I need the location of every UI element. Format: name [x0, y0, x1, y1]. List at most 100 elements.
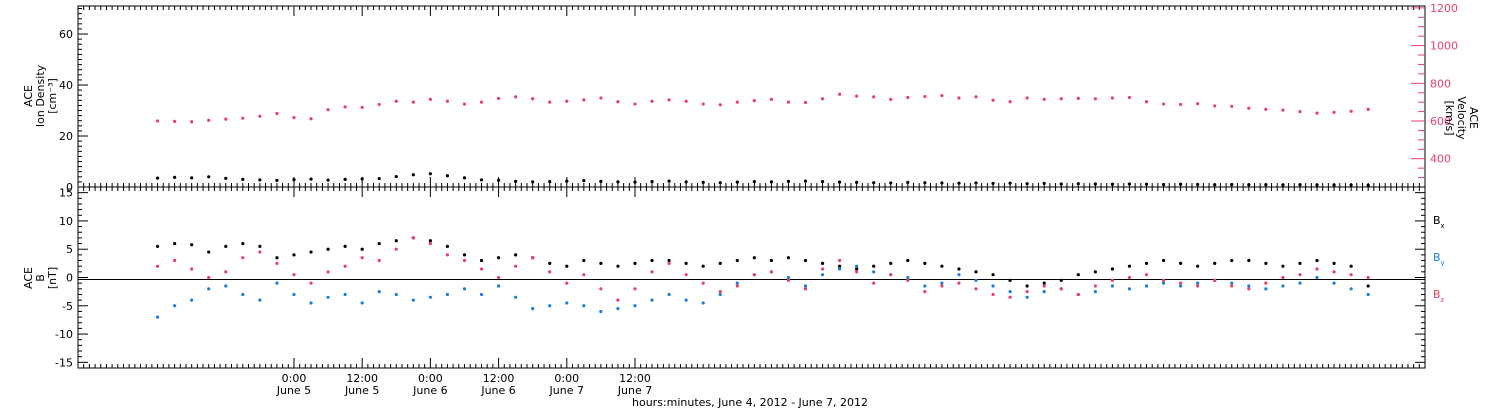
- bz-point: [514, 264, 518, 268]
- bz-point: [1059, 287, 1063, 291]
- velocity-point: [224, 117, 228, 121]
- velocity-point: [735, 100, 739, 104]
- by-point: [650, 298, 654, 302]
- velocity-ylabel-line-2: Velocity: [1455, 96, 1468, 140]
- bz-point: [1127, 275, 1132, 280]
- top-panel-frame: [77, 5, 1426, 188]
- x-tick-time-label: 0:00: [554, 372, 579, 385]
- velocity-point: [548, 100, 552, 104]
- velocity-point: [428, 97, 432, 101]
- velocity-point: [514, 95, 518, 99]
- density-point: [1315, 183, 1319, 187]
- density-point: [1093, 182, 1097, 186]
- density-point: [906, 180, 910, 185]
- x-axis-title: hours:minutes, June 4, 2012 - June 7, 20…: [632, 396, 868, 409]
- by-point: [241, 292, 245, 297]
- by-point: [173, 304, 177, 308]
- bx-point: [633, 261, 637, 265]
- bz-point: [837, 258, 842, 263]
- bz-point: [224, 270, 228, 274]
- bx-point: [1025, 284, 1029, 288]
- by-point: [616, 307, 620, 311]
- velocity-ylabel-line-1: ACE: [1467, 107, 1480, 129]
- bx-point: [445, 244, 450, 248]
- velocity-point: [803, 100, 808, 105]
- bx-point: [616, 264, 620, 268]
- bx-point: [1076, 273, 1080, 277]
- density-point: [1230, 182, 1234, 187]
- bz-point: [531, 256, 535, 260]
- bx-point: [735, 258, 739, 263]
- bz-point: [1025, 290, 1029, 294]
- bx-point: [1093, 270, 1097, 274]
- bz-point: [428, 241, 432, 246]
- velocity-point: [1264, 107, 1268, 111]
- x-tick-date-label: June 6: [480, 384, 515, 397]
- velocity-point: [1247, 106, 1251, 110]
- velocity-point: [889, 97, 893, 101]
- velocity-point: [1008, 100, 1012, 104]
- legend-bx: Bx: [1433, 214, 1445, 230]
- by-point: [1315, 275, 1319, 280]
- by-point: [803, 284, 808, 288]
- x-tick-time-label: 0:00: [418, 372, 443, 385]
- velocity-point: [1042, 97, 1046, 101]
- bz-point: [1093, 284, 1097, 288]
- by-point: [207, 287, 211, 291]
- velocity-point: [718, 103, 722, 107]
- bx-point: [1366, 284, 1370, 288]
- density-point: [496, 178, 501, 182]
- bx-point: [207, 250, 211, 254]
- by-point: [633, 304, 637, 308]
- density-point: [1179, 182, 1183, 186]
- density-point: [258, 178, 262, 182]
- bz-point: [360, 256, 364, 260]
- b-y-tick-label: 10: [59, 215, 73, 228]
- bz-point: [803, 287, 808, 291]
- by-point: [837, 267, 842, 271]
- bx-point: [326, 247, 330, 251]
- velocity-point: [207, 118, 211, 122]
- x-tick-date-label: June 5: [344, 384, 379, 397]
- density-point: [684, 180, 688, 184]
- density-point: [394, 174, 398, 179]
- by-point: [718, 292, 722, 297]
- bx-point: [837, 264, 842, 268]
- bx-point: [1008, 278, 1012, 282]
- by-point: [1110, 284, 1115, 288]
- density-point: [462, 176, 467, 180]
- density-point: [769, 180, 773, 184]
- by-point: [940, 281, 944, 285]
- bz-point: [343, 264, 347, 268]
- velocity-point: [309, 117, 313, 121]
- bz-point: [445, 253, 450, 257]
- density-point: [1144, 182, 1149, 186]
- bz-point: [599, 287, 603, 291]
- b-y-tick-label: 15: [59, 187, 73, 200]
- density-point: [275, 178, 279, 182]
- bx-point: [1110, 267, 1115, 271]
- density-point: [923, 181, 927, 185]
- velocity-point: [326, 108, 330, 112]
- by-point: [309, 301, 313, 305]
- density-point: [616, 180, 620, 184]
- legend-bz: Bz: [1433, 288, 1445, 304]
- bx-point: [872, 264, 876, 268]
- density-point: [837, 180, 842, 184]
- bz-point: [190, 267, 194, 271]
- density-point: [1042, 181, 1046, 186]
- bx-point: [173, 241, 177, 246]
- bx-point: [1332, 261, 1336, 265]
- velocity-point: [957, 96, 961, 100]
- bz-point: [1332, 270, 1336, 274]
- b-ylabel-line-2: B: [34, 274, 47, 282]
- density-point: [582, 179, 586, 183]
- bx-point: [1230, 258, 1234, 263]
- velocity-point: [1315, 111, 1319, 115]
- density-point: [173, 175, 177, 179]
- bx-point: [343, 244, 347, 248]
- bx-point: [275, 256, 279, 260]
- velocity-point: [684, 99, 688, 103]
- b-y-tick-label: -15: [55, 356, 73, 369]
- by-point: [923, 284, 927, 288]
